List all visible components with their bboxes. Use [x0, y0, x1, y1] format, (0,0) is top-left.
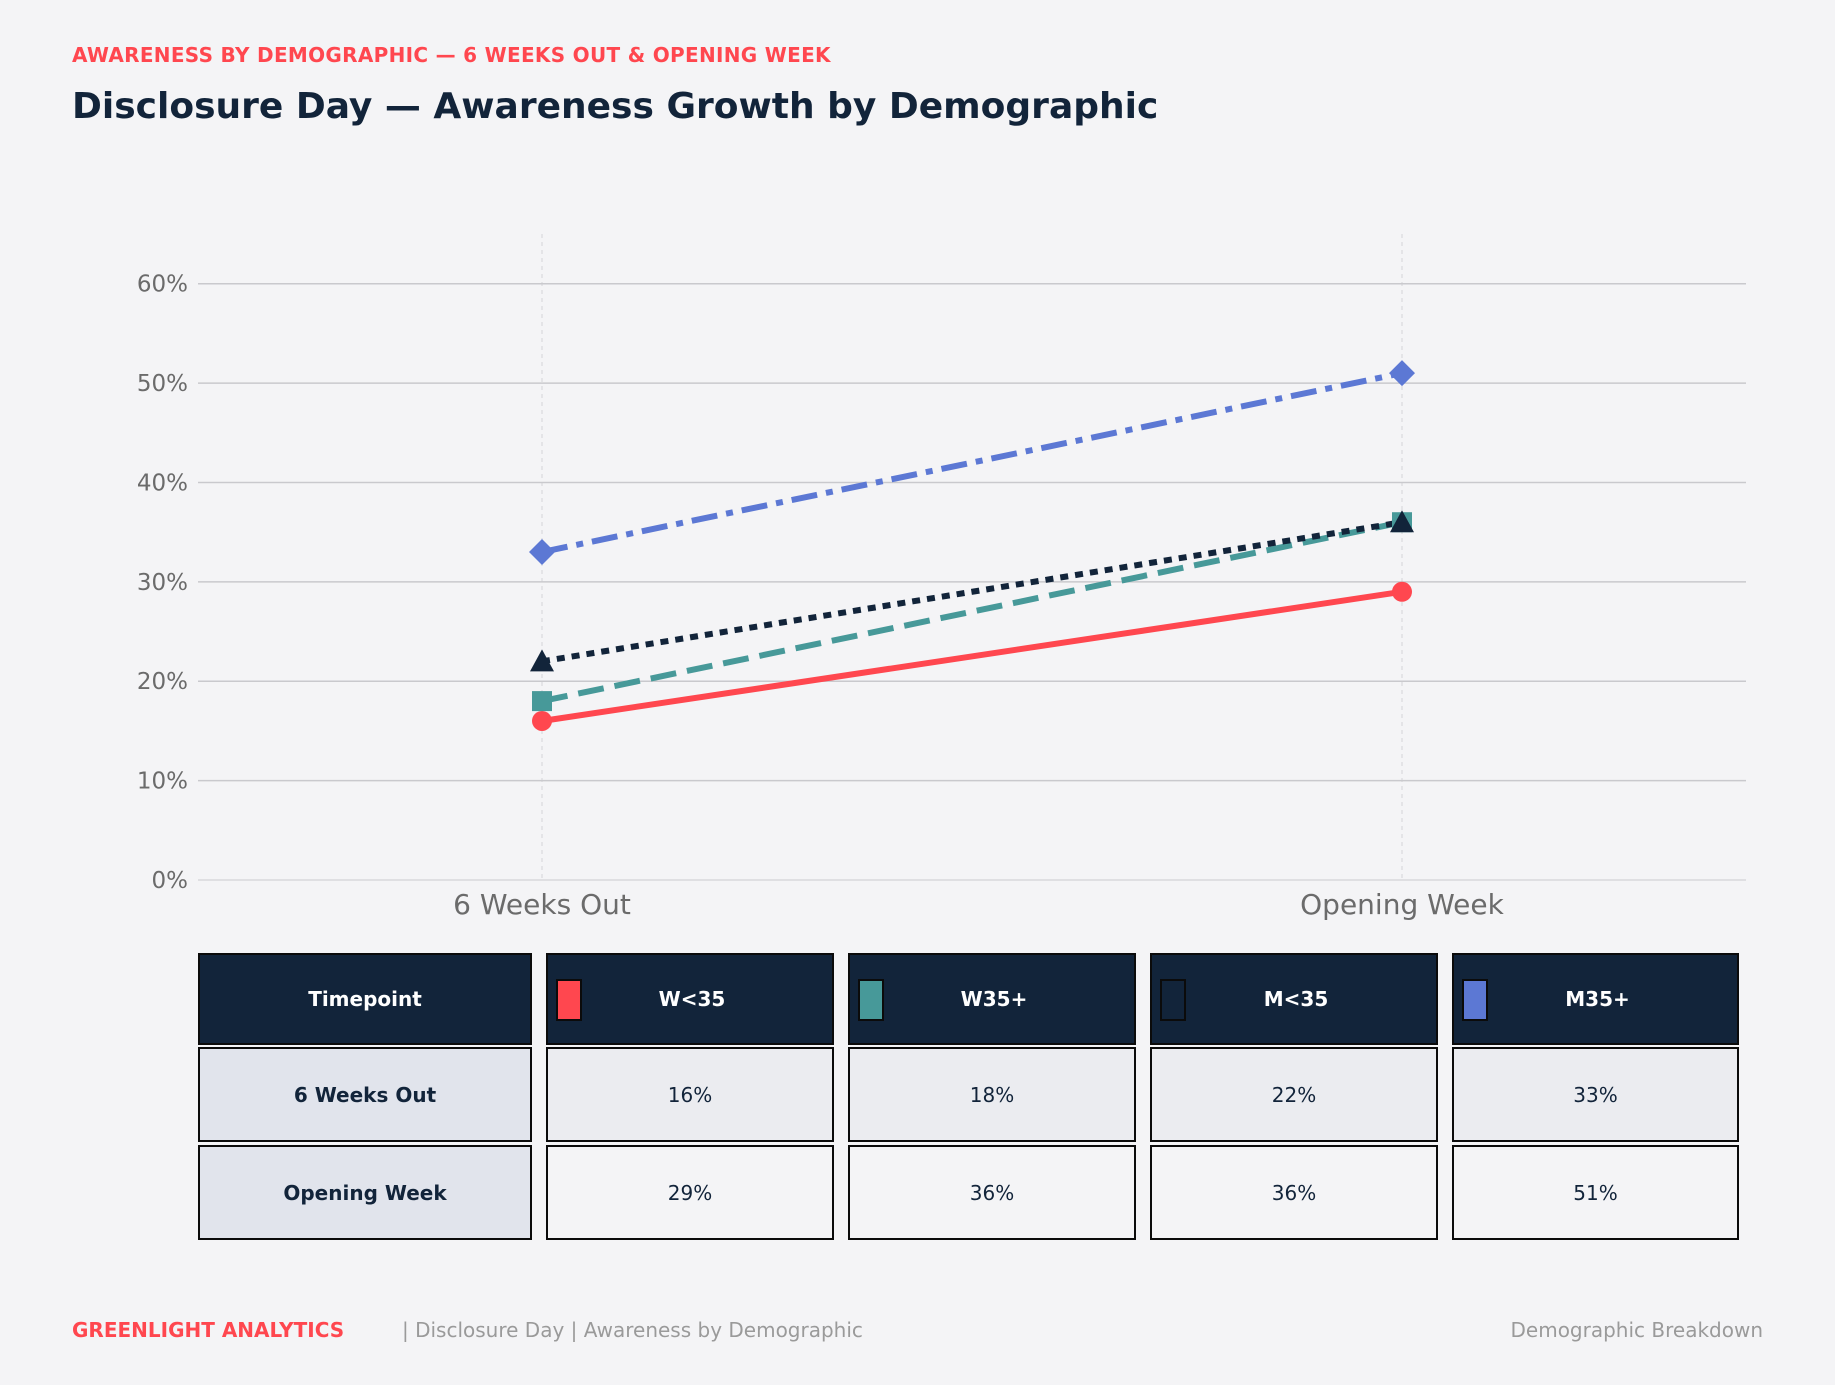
table-row-label: Opening Week — [283, 1180, 447, 1205]
table-cell: 18% — [848, 1047, 1136, 1142]
table-cell: 36% — [848, 1145, 1136, 1240]
legend-label: W<35 — [658, 987, 726, 1011]
footer-section-label: Demographic Breakdown — [1510, 1318, 1764, 1342]
y-tick-label: 0% — [152, 868, 189, 894]
table-header-cell: M35+ — [1452, 953, 1739, 1045]
table-row-header: 6 Weeks Out — [198, 1047, 532, 1142]
data-point — [532, 710, 552, 731]
data-label: 18% — [969, 1082, 1015, 1107]
table-header-cell: W35+ — [848, 953, 1136, 1045]
series-line — [541, 370, 1403, 555]
legend-label: M35+ — [1565, 987, 1630, 1011]
data-point — [1390, 510, 1414, 533]
legend-swatch — [556, 979, 582, 1021]
footer-brand: GREENLIGHT ANALYTICS — [72, 1318, 345, 1342]
data-label: 33% — [1573, 1082, 1618, 1107]
table-cell: 16% — [546, 1047, 834, 1142]
data-point — [530, 649, 554, 672]
legend-swatch — [858, 979, 884, 1021]
table-header-cell: Timepoint — [198, 953, 532, 1045]
legend-label: W35+ — [960, 987, 1028, 1011]
data-point — [1392, 581, 1412, 602]
legend-label: M<35 — [1263, 987, 1329, 1011]
y-tick-label: 60% — [137, 272, 188, 298]
y-tick-label: 40% — [137, 470, 188, 496]
table-header-label: Timepoint — [308, 987, 422, 1011]
y-tick-label: 50% — [137, 371, 188, 397]
table-cell: 33% — [1452, 1047, 1739, 1142]
table-cell: 36% — [1150, 1145, 1438, 1240]
y-tick-label: 10% — [137, 769, 188, 795]
x-tick-label: 6 Weeks Out — [453, 888, 631, 921]
y-tick-label: 30% — [137, 570, 188, 596]
table-cell: 51% — [1452, 1145, 1739, 1240]
series-line — [541, 588, 1403, 724]
legend-swatch — [1462, 979, 1488, 1021]
data-point — [1389, 360, 1415, 387]
table-cell: 22% — [1150, 1047, 1438, 1142]
data-label: 36% — [969, 1180, 1015, 1205]
table-header-cell: M<35 — [1150, 953, 1438, 1045]
chart-title: Disclosure Day — Awareness Growth by Dem… — [72, 86, 1159, 127]
data-label: 22% — [1271, 1082, 1317, 1107]
chart-kicker: AWARENESS BY DEMOGRAPHIC — 6 WEEKS OUT &… — [72, 43, 831, 67]
x-tick-label: Opening Week — [1300, 888, 1504, 921]
table-cell: 29% — [546, 1145, 834, 1240]
series-line — [541, 519, 1403, 665]
legend-swatch — [1160, 979, 1186, 1021]
table-row-label: 6 Weeks Out — [293, 1082, 437, 1107]
footer-breadcrumb: | Disclosure Day | Awareness by Demograp… — [402, 1318, 863, 1342]
data-point — [529, 539, 555, 566]
data-label: 16% — [667, 1082, 713, 1107]
data-label: 29% — [667, 1180, 713, 1205]
data-point — [532, 691, 552, 712]
table-row-header: Opening Week — [198, 1145, 532, 1240]
y-tick-label: 20% — [137, 669, 188, 695]
table-header-cell: W<35 — [546, 953, 834, 1045]
data-label: 36% — [1271, 1180, 1317, 1205]
data-label: 51% — [1573, 1180, 1618, 1205]
line-chart: 0% 10% 20% 30% 40% 50% 60% 6 Weeks Out Opening W… — [137, 234, 1746, 921]
